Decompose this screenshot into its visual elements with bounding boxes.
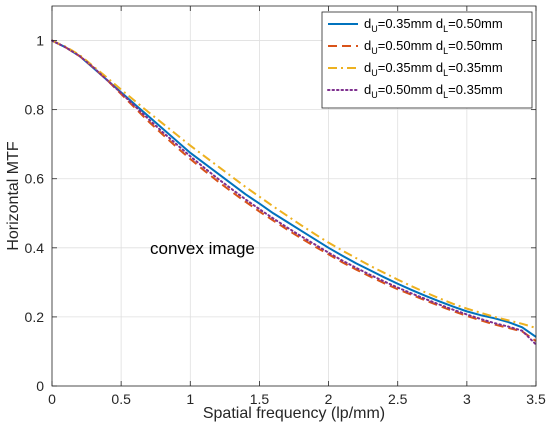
legend-subscript: U xyxy=(371,24,378,34)
series-line-3 xyxy=(51,39,537,329)
legend-subscript: L xyxy=(443,24,448,34)
x-tick-label: 1 xyxy=(186,391,194,407)
x-tick-label: 0.5 xyxy=(111,391,131,407)
x-tick-label: 3 xyxy=(463,391,471,407)
legend-entry-2: dU=0.50mm dL=0.50mm xyxy=(364,38,503,56)
annotation-text: convex image xyxy=(150,239,255,258)
tick-marks xyxy=(51,6,537,387)
x-axis-label: Spatial frequency (lp/mm) xyxy=(203,405,385,422)
legend-entry-3: dU=0.35mm dL=0.35mm xyxy=(364,60,503,78)
legend-text: d xyxy=(364,60,371,75)
plot-frame xyxy=(51,5,537,387)
legend-text: =0.50mm xyxy=(448,38,503,53)
y-tick-label: 0.2 xyxy=(25,309,45,325)
y-tick-label: 1 xyxy=(36,33,44,49)
legend-subscript: U xyxy=(371,68,378,78)
legend-subscript: L xyxy=(443,68,448,78)
x-tick-label: 0 xyxy=(48,391,56,407)
legend-text: =0.50mm d xyxy=(378,38,443,53)
x-tick-label: 1.5 xyxy=(250,391,270,407)
y-tick-label: 0 xyxy=(36,378,44,394)
x-tick-label: 3.5 xyxy=(526,391,546,407)
x-tick-label: 2.5 xyxy=(388,391,408,407)
legend-box xyxy=(321,11,533,109)
legend-text: =0.50mm xyxy=(448,16,503,31)
legend-text: =0.35mm d xyxy=(378,16,443,31)
series-line-1 xyxy=(51,39,537,338)
y-axis-label: Horizontal MTF xyxy=(5,141,22,251)
legend-text: =0.35mm d xyxy=(378,60,443,75)
y-tick-labels: 0 0.2 0.4 0.6 0.8 1 xyxy=(25,33,45,394)
legend-entry-4: dU=0.50mm dL=0.35mm xyxy=(364,82,503,100)
y-tick-label: 0.6 xyxy=(25,171,45,187)
legend-text: d xyxy=(364,16,371,31)
x-tick-label: 2 xyxy=(325,391,333,407)
y-tick-label: 0.4 xyxy=(25,240,45,256)
series-line-4 xyxy=(51,39,537,346)
legend-subscript: U xyxy=(371,90,378,100)
legend-text: =0.50mm d xyxy=(378,82,443,97)
legend-subscript: U xyxy=(371,46,378,56)
legend-subscript: L xyxy=(443,46,448,56)
series-lines xyxy=(51,39,537,346)
legend-text: =0.35mm xyxy=(448,82,503,97)
legend-text: d xyxy=(364,82,371,97)
legend-text: =0.35mm xyxy=(448,60,503,75)
legend-entry-1: dU=0.35mm dL=0.50mm xyxy=(364,16,503,34)
series-line-2 xyxy=(51,39,537,342)
y-tick-label: 0.8 xyxy=(25,102,45,118)
x-tick-labels: 0 0.5 1 1.5 2 2.5 3 3.5 xyxy=(48,391,546,407)
legend-subscript: L xyxy=(443,90,448,100)
legend-text: d xyxy=(364,38,371,53)
